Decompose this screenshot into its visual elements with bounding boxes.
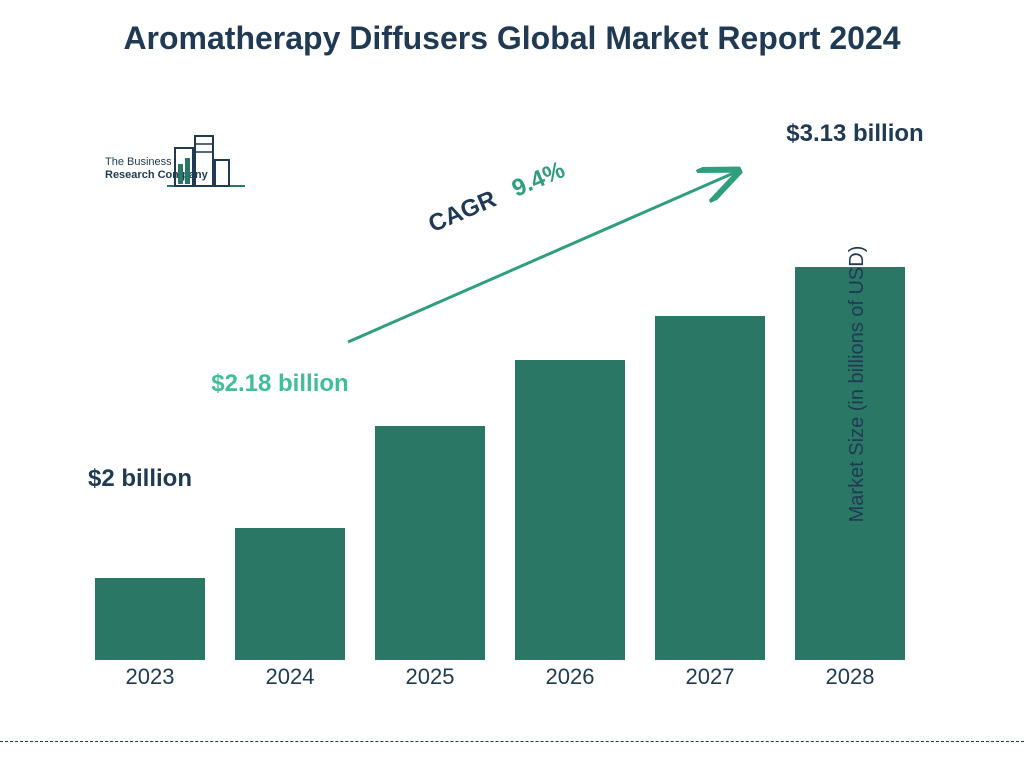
bar-category-label: 2026 <box>515 664 625 690</box>
chart-title: Aromatherapy Diffusers Global Market Rep… <box>0 18 1024 58</box>
bar-category-label: 2028 <box>795 664 905 690</box>
bar-category-label: 2025 <box>375 664 485 690</box>
bar-2023 <box>95 578 205 661</box>
bar-2025 <box>375 426 485 660</box>
footer-divider <box>0 741 1024 742</box>
company-logo: The Business Research Company <box>105 130 255 200</box>
bar-category-label: 2023 <box>95 664 205 690</box>
bar-category-label: 2027 <box>655 664 765 690</box>
bar-category-label: 2024 <box>235 664 345 690</box>
logo-buildings-icon <box>167 130 247 190</box>
bar-2027 <box>655 316 765 660</box>
value-label-2023: $2 billion <box>70 465 210 493</box>
value-label-2024: $2.18 billion <box>210 370 350 398</box>
bar-2024 <box>235 528 345 660</box>
bar-2026 <box>515 360 625 660</box>
y-axis-label: Market Size (in billions of USD) <box>846 246 869 523</box>
value-label-2028: $3.13 billion <box>755 120 955 148</box>
logo-line1: The Business <box>105 156 172 168</box>
